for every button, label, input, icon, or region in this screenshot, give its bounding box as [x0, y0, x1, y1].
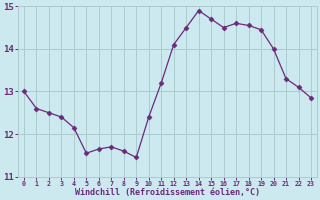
X-axis label: Windchill (Refroidissement éolien,°C): Windchill (Refroidissement éolien,°C): [75, 188, 260, 197]
